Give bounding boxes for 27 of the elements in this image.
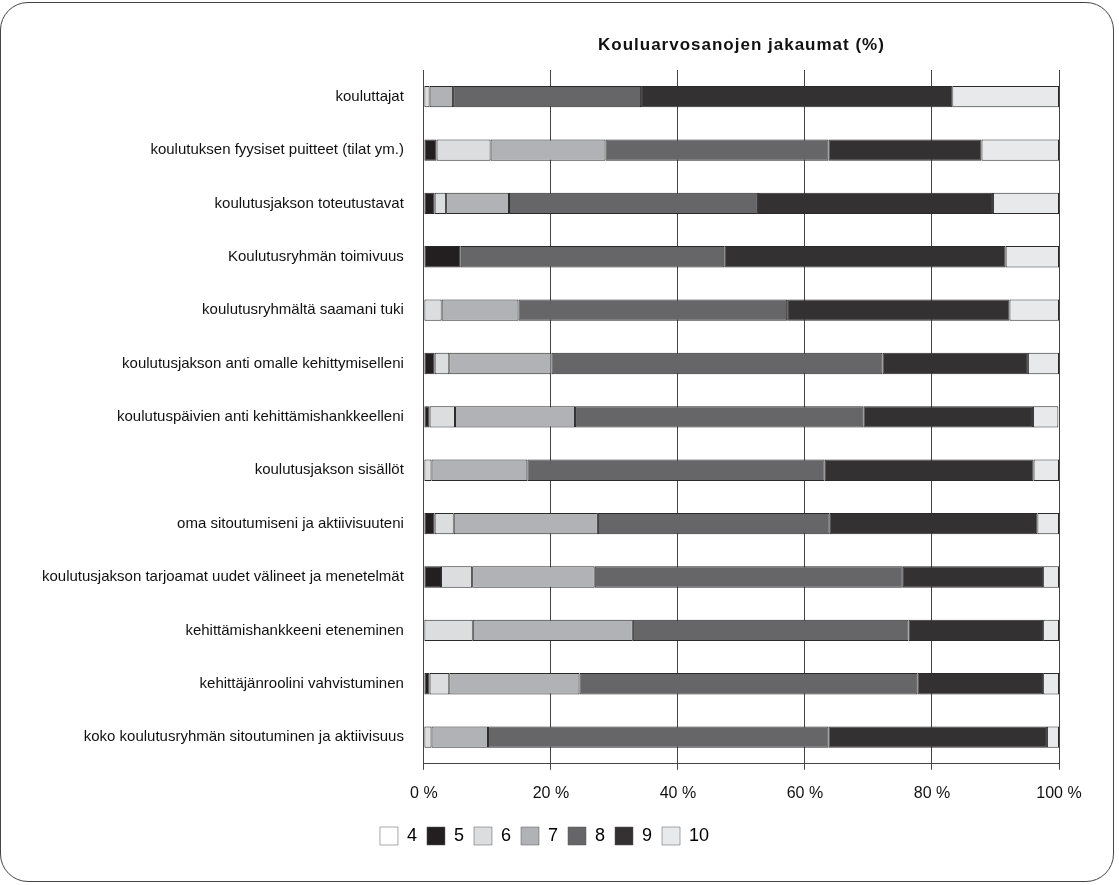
y-tick-label: koulutuksen fyysiset puitteet (tilat ym.) (150, 140, 404, 158)
legend-label: 5 (453, 824, 464, 845)
legend-label: 8 (595, 824, 606, 845)
x-tick-label: 20 % (532, 783, 570, 801)
legend-label: 4 (406, 824, 417, 845)
legend-label: 9 (642, 824, 653, 845)
y-tick-label: koko koulutusryhmän sitoutuminen ja aktiivisuus (83, 727, 404, 745)
y-tick-label: kehittäjänroolini vahvistuminen (199, 673, 404, 691)
y-tick-label: koulutusjakson anti omalle kehittymiselleni (122, 353, 404, 371)
legend-label: 7 (547, 824, 558, 845)
x-tick-label: 0 % (410, 783, 438, 801)
legend-label: 10 (689, 824, 710, 845)
y-tick-label: koulutusjakson tarjoamat uudet välineet ja menetelmät (42, 567, 405, 585)
x-tick-label: 80 % (913, 783, 951, 801)
y-tick-label: Koulutusryhmän toimivuus (227, 246, 404, 264)
y-tick-label: oma sitoutumiseni ja aktiivisuuteni (177, 513, 404, 531)
x-tick-label: 40 % (659, 783, 697, 801)
x-tick-label: 60 % (786, 783, 824, 801)
y-tick-label: koulutusjakson sisällöt (254, 460, 405, 478)
x-tick-label: 100 % (1036, 783, 1082, 801)
y-tick-label: koulutusryhmältä saamani tuki (202, 300, 404, 318)
y-tick-label: koulutuspäivien anti kehittämishankkeelleni (117, 407, 404, 425)
y-tick-label: kouluttajat (335, 86, 405, 104)
y-tick-label: koulutusjakson toteutustavat (214, 193, 405, 211)
y-tick-label: kehittämishankkeeni eteneminen (185, 620, 404, 638)
chart-title: Kouluarvosanojen jakaumat (%) (597, 35, 885, 55)
legend-label: 6 (500, 824, 511, 845)
